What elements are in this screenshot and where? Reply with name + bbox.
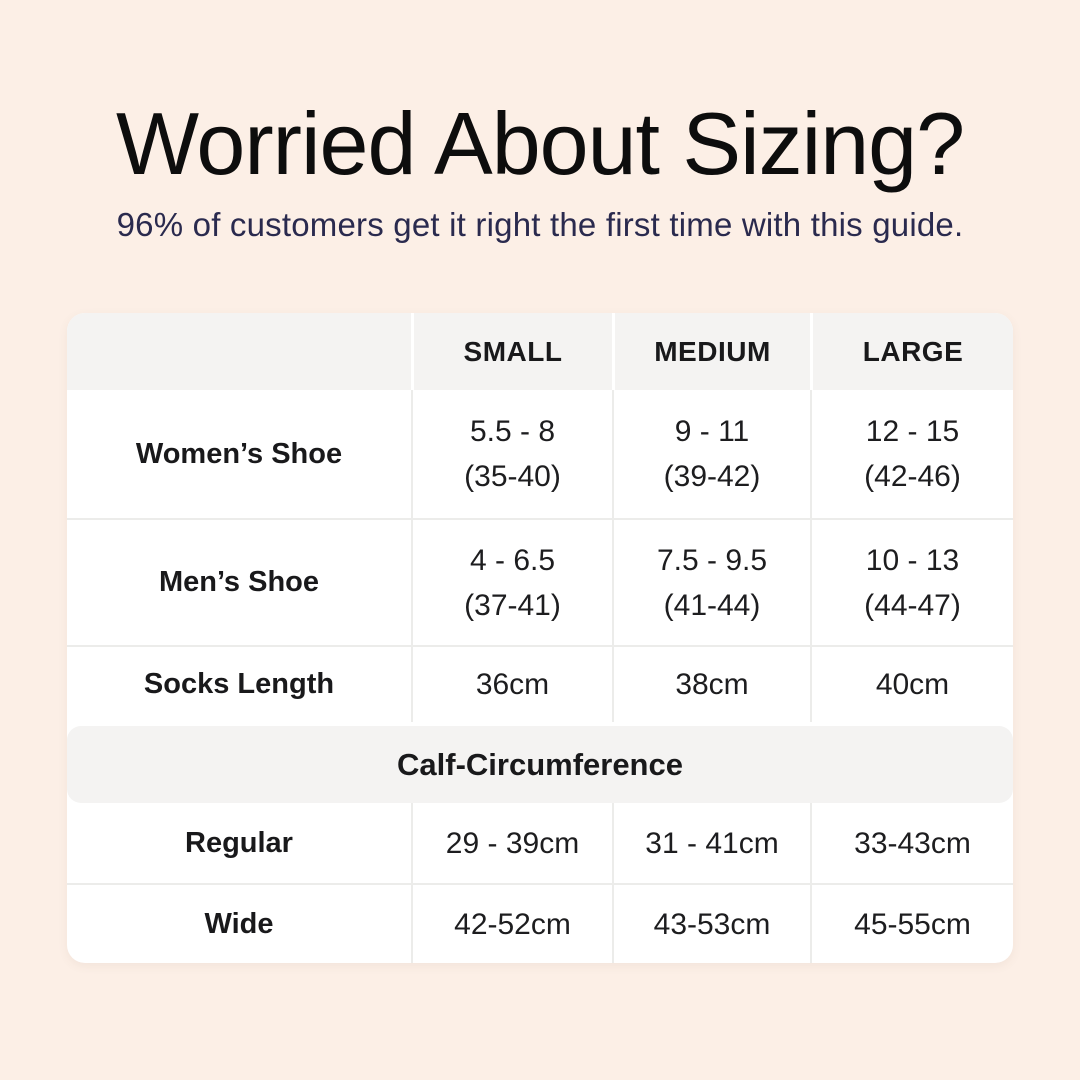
header-cell-medium: MEDIUM — [612, 313, 810, 390]
row-label: Regular — [185, 826, 293, 859]
cell-line: 9 - 11 — [674, 415, 750, 448]
table-cell: 33-43cm — [810, 803, 1013, 883]
cell-line: 33-43cm — [854, 826, 971, 860]
hero-section: Worried About Sizing? 96% of customers g… — [0, 94, 1080, 244]
table-header-row: SMALL MEDIUM LARGE — [67, 313, 1013, 390]
table-row-regular: Regular 29 - 39cm 31 - 41cm 33-43cm — [67, 803, 1013, 883]
header-cell-empty — [67, 313, 411, 390]
cell-line: (39-42) — [663, 460, 761, 493]
table-row-womens-shoe: Women’s Shoe 5.5 - 8 (35-40) 9 - 11 (39-… — [67, 390, 1013, 518]
table-cell: 45-55cm — [810, 885, 1013, 963]
table-cell: 36cm — [411, 647, 612, 722]
table-row-wide: Wide 42-52cm 43-53cm 45-55cm — [67, 883, 1013, 963]
cell-line: (41-44) — [663, 588, 761, 622]
cell-line: 42-52cm — [454, 907, 571, 941]
cell-line: 5.5 - 8 — [469, 415, 556, 448]
row-label: Men’s Shoe — [158, 566, 320, 598]
table-cell: 38cm — [612, 647, 810, 722]
cell-line: 4 - 6.5 — [469, 543, 556, 577]
cell-line: 38cm — [675, 668, 749, 701]
table-cell: 7.5 - 9.5 (41-44) — [612, 520, 810, 645]
table-cell: 12 - 15 (42-46) — [810, 390, 1013, 518]
row-label: Women’s Shoe — [135, 437, 343, 470]
header-label: SMALL — [463, 335, 563, 367]
table-cell: 10 - 13 (44-47) — [810, 520, 1013, 645]
cell-line: 36cm — [475, 668, 550, 701]
cell-line: (35-40) — [464, 460, 561, 493]
cell-line: 40cm — [875, 668, 950, 701]
table-row-mens-shoe: Men’s Shoe 4 - 6.5 (37-41) 7.5 - 9.5 (41… — [67, 518, 1013, 645]
cell-line: 12 - 15 — [865, 415, 960, 448]
cell-line: 45-55cm — [854, 907, 971, 941]
cell-line: (42-46) — [864, 460, 961, 493]
header-cell-small: SMALL — [411, 313, 612, 390]
header-cell-large: LARGE — [810, 313, 1013, 390]
table-cell: 31 - 41cm — [612, 803, 810, 883]
header-label: LARGE — [862, 335, 964, 367]
cell-line: 10 - 13 — [865, 543, 960, 577]
table-cell: 42-52cm — [411, 885, 612, 963]
cell-line: (44-47) — [864, 588, 961, 622]
table-cell: 29 - 39cm — [411, 803, 612, 883]
table-cell: 9 - 11 (39-42) — [612, 390, 810, 518]
table-cell: 4 - 6.5 (37-41) — [411, 520, 612, 645]
section-header-calf-circumference: Calf-Circumference — [67, 726, 1013, 803]
table-cell: 40cm — [810, 647, 1013, 722]
page-title: Worried About Sizing? — [115, 94, 965, 193]
page-subtitle: 96% of customers get it right the first … — [116, 206, 964, 244]
cell-line: 31 - 41cm — [645, 826, 779, 860]
sizing-table: SMALL MEDIUM LARGE Women’s Shoe 5.5 - 8 … — [67, 313, 1013, 963]
table-cell: 5.5 - 8 (35-40) — [411, 390, 612, 518]
cell-line: 43-53cm — [653, 907, 771, 941]
cell-line: (37-41) — [464, 588, 561, 622]
table-cell: 43-53cm — [612, 885, 810, 963]
header-label: MEDIUM — [654, 335, 771, 367]
row-label: Socks Length — [143, 668, 335, 700]
table-section-row: Calf-Circumference — [67, 722, 1013, 803]
row-label: Wide — [204, 907, 274, 940]
table-row-socks-length: Socks Length 36cm 38cm 40cm — [67, 645, 1013, 722]
cell-line: 7.5 - 9.5 — [656, 543, 768, 577]
cell-line: 29 - 39cm — [445, 826, 580, 860]
